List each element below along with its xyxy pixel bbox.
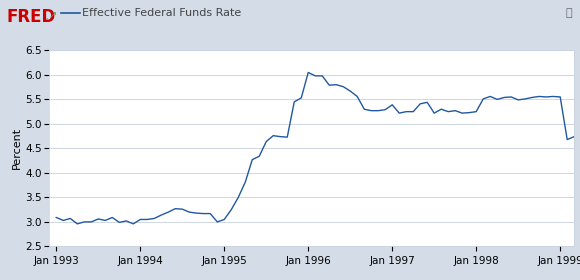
Text: Effective Federal Funds Rate: Effective Federal Funds Rate <box>82 8 242 18</box>
Text: ⤢: ⤢ <box>566 8 572 18</box>
Text: FRED: FRED <box>7 8 56 26</box>
Y-axis label: Percent: Percent <box>12 127 22 169</box>
Text: .: . <box>45 9 49 23</box>
Text: ↗: ↗ <box>48 10 56 20</box>
